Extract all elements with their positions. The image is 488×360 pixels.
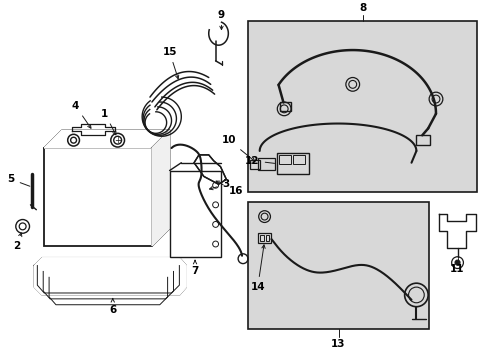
Bar	[279, 155, 290, 164]
Text: 11: 11	[449, 264, 464, 274]
Bar	[279, 103, 291, 111]
Bar	[257, 158, 275, 170]
Text: 5: 5	[7, 174, 30, 186]
Text: 15: 15	[162, 47, 179, 79]
Bar	[259, 235, 263, 241]
Bar	[249, 160, 259, 168]
Text: 13: 13	[330, 339, 345, 349]
Text: +: +	[114, 136, 121, 145]
Text: 16: 16	[216, 181, 243, 196]
Bar	[277, 153, 308, 175]
Text: 3: 3	[209, 179, 229, 190]
Bar	[292, 155, 304, 164]
Bar	[257, 233, 271, 243]
Bar	[169, 171, 220, 257]
Polygon shape	[34, 258, 186, 295]
Bar	[247, 21, 476, 192]
Text: 8: 8	[358, 3, 366, 13]
Text: 12: 12	[244, 156, 274, 166]
Bar	[247, 202, 428, 329]
Text: 9: 9	[218, 10, 224, 30]
Bar	[416, 135, 429, 145]
Polygon shape	[152, 130, 169, 246]
Text: 1: 1	[101, 109, 116, 135]
Text: 2: 2	[13, 233, 22, 251]
Text: 6: 6	[109, 299, 116, 315]
Polygon shape	[44, 130, 169, 148]
Text: 4: 4	[72, 101, 91, 128]
Text: 10: 10	[221, 135, 254, 161]
Text: 14: 14	[250, 245, 264, 292]
Bar	[44, 148, 152, 246]
Circle shape	[454, 260, 459, 265]
Bar	[265, 235, 269, 241]
Text: 7: 7	[191, 260, 198, 276]
